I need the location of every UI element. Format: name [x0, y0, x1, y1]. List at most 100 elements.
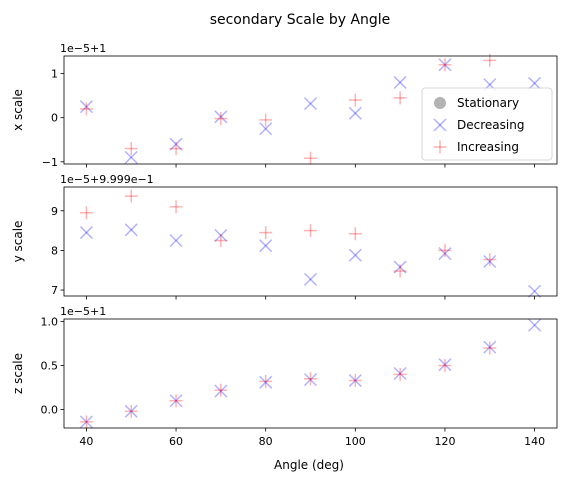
point-y-decreasing: [169, 233, 183, 248]
y-tick-label-x: 1: [51, 68, 58, 81]
point-x-decreasing: [303, 97, 318, 111]
point-z-decreasing: [438, 358, 452, 372]
point-z-decreasing: [528, 318, 542, 332]
point-z-decreasing: [79, 415, 93, 429]
point-z-increasing: [438, 359, 452, 373]
point-x-decreasing: [79, 100, 93, 114]
x-tick-label: 80: [259, 435, 273, 448]
point-y-increasing: [124, 189, 138, 203]
point-y-decreasing: [348, 248, 362, 262]
point-x-decreasing: [214, 110, 228, 124]
point-x-decreasing: [393, 75, 407, 89]
point-x-increasing: [304, 151, 317, 165]
panel-frame-y: [63, 186, 558, 297]
point-z-decreasing: [348, 374, 362, 388]
point-y-increasing: [214, 234, 228, 248]
point-y-increasing: [483, 253, 497, 267]
point-x-increasing: [259, 113, 273, 127]
point-y-increasing: [393, 264, 407, 278]
y-tick-label-z: 0.5: [41, 360, 59, 373]
x-tick-label: 140: [524, 435, 545, 448]
y-tick-label-y: 9: [51, 205, 58, 218]
y-tick-label-y: 8: [51, 244, 58, 257]
y-axis-label-y: y scale: [11, 221, 25, 263]
y-axis-label-z: z scale: [11, 353, 25, 394]
point-x-decreasing: [438, 58, 452, 72]
point-z-decreasing: [169, 394, 183, 408]
point-x-increasing: [79, 102, 93, 116]
point-y-increasing: [259, 226, 273, 240]
panel-x: −1 0 11e−5+1 x scale Stationary Decreasing Inc…: [11, 42, 558, 169]
legend-frame: [421, 87, 553, 161]
point-z-increasing: [304, 372, 317, 386]
x-tick-label: 60: [169, 435, 183, 448]
x-tick-label: 40: [79, 435, 93, 448]
point-x-decreasing: [124, 150, 138, 164]
x-tick-label: 100: [345, 435, 366, 448]
point-y-decreasing: [79, 226, 93, 240]
panel-frame-x: [63, 55, 558, 165]
y-tick-label-z: 1.0: [41, 316, 59, 329]
point-z-decreasing: [483, 340, 497, 354]
point-x-increasing: [348, 93, 362, 107]
y-tick-label-z: 0.0: [41, 404, 59, 417]
legend: Stationary Decreasing Increasing: [421, 87, 553, 161]
point-x-increasing: [214, 112, 228, 126]
point-z-increasing: [259, 374, 273, 388]
point-x-increasing: [169, 142, 183, 156]
y-tick-label-y: 7: [51, 284, 58, 297]
point-x-decreasing: [259, 122, 273, 136]
point-x-decreasing: [169, 137, 183, 151]
point-y-decreasing: [214, 228, 228, 242]
point-y-increasing: [438, 243, 452, 257]
point-x-decreasing: [348, 106, 362, 120]
panel-z: 0.0 0.5 1.0 40 60 80 100 120 140 1e−5+1 z scale: [11, 305, 558, 448]
point-z-increasing: [348, 374, 362, 388]
point-x-increasing: [393, 91, 407, 105]
point-z-increasing: [169, 394, 183, 408]
x-axis-label: Angle (deg): [274, 458, 344, 472]
point-y-decreasing: [393, 260, 407, 274]
legend-label-stationary: Stationary: [457, 96, 519, 110]
point-x-increasing: [438, 58, 452, 72]
chart-title: secondary Scale by Angle: [210, 12, 391, 28]
panel-y: 7 8 9 1e−5+9.999e−1 y scale: [11, 173, 558, 300]
point-z-increasing: [79, 415, 93, 429]
point-z-increasing: [393, 367, 407, 381]
point-y-decreasing: [259, 239, 273, 253]
legend-label-decreasing: Decreasing: [457, 118, 524, 132]
point-z-decreasing: [393, 366, 407, 381]
point-y-increasing: [79, 206, 93, 220]
point-z-decreasing: [124, 404, 138, 418]
point-y-decreasing: [483, 254, 497, 269]
point-y-decreasing: [124, 223, 138, 237]
y-axis-label-x: x scale: [11, 89, 25, 131]
point-y-decreasing: [438, 247, 452, 261]
legend-label-increasing: Increasing: [457, 140, 519, 154]
point-z-increasing: [124, 404, 138, 418]
point-x-increasing: [124, 142, 138, 156]
y-tick-label-x: −1: [42, 156, 58, 169]
offset-label-z: 1e−5+1: [60, 305, 106, 318]
point-x-decreasing: [528, 76, 542, 90]
offset-label-y: 1e−5+9.999e−1: [60, 173, 154, 186]
x-tick-label: 120: [434, 435, 455, 448]
point-y-decreasing: [303, 272, 318, 286]
legend-marker-decreasing: [433, 118, 447, 132]
point-z-decreasing: [303, 373, 318, 387]
offset-label-x: 1e−5+1: [60, 42, 106, 55]
point-y-increasing: [304, 224, 317, 238]
point-y-decreasing: [528, 284, 542, 298]
point-z-decreasing: [259, 375, 273, 389]
point-y-increasing: [348, 227, 362, 241]
legend-marker-increasing: [433, 140, 447, 154]
panel-frame-z: [63, 318, 558, 429]
legend-marker-stationary: [434, 97, 446, 109]
y-tick-label-x: 0: [51, 112, 58, 125]
point-z-decreasing: [214, 384, 228, 398]
point-z-increasing: [214, 383, 228, 397]
point-z-increasing: [483, 341, 497, 355]
point-y-increasing: [169, 200, 183, 214]
